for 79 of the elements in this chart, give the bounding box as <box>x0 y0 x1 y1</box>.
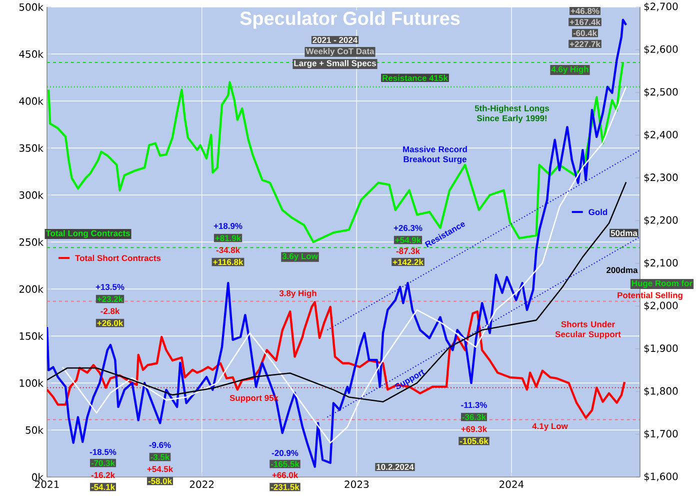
annotation: +46.8% <box>570 8 600 14</box>
y2-tick-label: $2,100 <box>644 258 678 268</box>
legend-label: Gold <box>588 208 608 216</box>
y-tick-label: 250k <box>19 238 44 246</box>
annotation: -20.9% <box>272 450 298 456</box>
annotation: Large + Small Specs <box>294 60 376 68</box>
x-tick-label: 2024 <box>500 480 524 488</box>
y-tick-label: 100k <box>20 379 44 387</box>
annotation: +227.7k <box>570 40 600 48</box>
y-tick-label: 350k <box>19 144 44 152</box>
annotation: +23.2k <box>97 296 124 302</box>
text: 50dma <box>610 230 638 236</box>
annotation: Huge Room for <box>632 280 692 288</box>
annotation: Weekly CoT Data <box>306 48 374 56</box>
annotation: -70.3k <box>91 460 116 466</box>
y-tick-label: 200k <box>19 285 44 293</box>
annotation: -165.5k <box>270 460 300 468</box>
annotation: -87.3k <box>396 248 420 254</box>
annotation: +26.0k <box>97 320 124 326</box>
annotation: -9.6% <box>149 442 171 448</box>
annotation: 4.1y Low <box>532 423 568 431</box>
text: -58.0k <box>148 478 172 484</box>
annotation: +69.3k <box>461 426 488 432</box>
text: -231.5k <box>270 484 300 490</box>
annotation: Potential Selling <box>618 292 682 300</box>
annotation: +54.9k <box>395 236 422 244</box>
annotation: 10.2.2024 <box>376 464 414 470</box>
annotation: 4.6y High <box>551 66 588 74</box>
annotation: -16.2k <box>91 472 116 478</box>
annotation: +81.9k <box>215 234 242 242</box>
annotation: -3.5k <box>150 454 170 460</box>
annotation: 5th-Highest Longs Since Early 1999! <box>474 105 550 123</box>
annotation: 3.6y Low <box>282 253 318 261</box>
y-tick-label: 400k <box>19 97 44 105</box>
x-tick-label: 2023 <box>344 480 369 488</box>
y2-tick-label: $2,600 <box>644 45 678 54</box>
text: -54.1k <box>91 484 116 490</box>
text: 2021 - 2024 <box>312 37 358 43</box>
annotation: +13.5% <box>96 284 124 290</box>
y2-tick-label: $2,700 <box>644 2 678 12</box>
y2-tick-label: $2,500 <box>644 88 678 97</box>
annotation: Massive Record Breakout Surge <box>403 146 467 164</box>
y2-tick-label: $2,300 <box>644 173 678 182</box>
y2-tick-label: $1,800 <box>644 387 678 396</box>
annotation: +26.3% <box>394 224 422 231</box>
text: 200dma <box>606 266 638 274</box>
y-tick-label: 150k <box>20 332 44 340</box>
y2-tick-label: $1,900 <box>644 344 678 354</box>
annotation: +54.5k <box>147 466 174 472</box>
annotation: -60.4k <box>573 30 598 36</box>
text: Total Long Contracts <box>46 230 130 238</box>
y-tick-label: 0k <box>32 473 44 481</box>
y2-tick-label: $1,600 <box>644 472 678 482</box>
annotation: -34.8k <box>216 246 240 254</box>
y2-tick-label: $2,400 <box>644 130 678 140</box>
y2-tick-label: $1,700 <box>644 430 678 439</box>
y-tick-label: 300k <box>19 191 44 199</box>
annotation: 3.8y High <box>279 290 316 298</box>
annotation: Shorts Under Secular Support <box>555 321 621 339</box>
chart-title: Speculator Gold Futures <box>240 11 460 29</box>
y2-tick-label: $2,200 <box>644 216 678 226</box>
annotation: +116.8k <box>213 258 244 266</box>
annotation: +142.2k <box>392 258 424 266</box>
annotation: -2.8k <box>100 308 120 314</box>
x-tick-label: 2021 <box>35 480 59 488</box>
annotation: +167.4k <box>570 18 600 26</box>
y-tick-label: 450k <box>19 50 44 58</box>
annotation: -11.3% <box>461 402 487 408</box>
legend-label: Total Short Contracts <box>75 254 161 262</box>
y-tick-label: 50k <box>26 426 44 434</box>
annotation: -36.3k <box>462 414 486 420</box>
ref-line-label: Resistance 415k <box>382 74 448 81</box>
y2-tick-label: $2,000 <box>644 302 678 311</box>
annotation: -105.6k <box>460 438 488 444</box>
y-tick-label: 500k <box>19 3 44 11</box>
annotation: +18.9% <box>214 222 242 229</box>
annotation: -18.5% <box>90 448 116 455</box>
annotation: +66.0k <box>272 472 298 478</box>
x-tick-label: 2022 <box>190 480 214 488</box>
